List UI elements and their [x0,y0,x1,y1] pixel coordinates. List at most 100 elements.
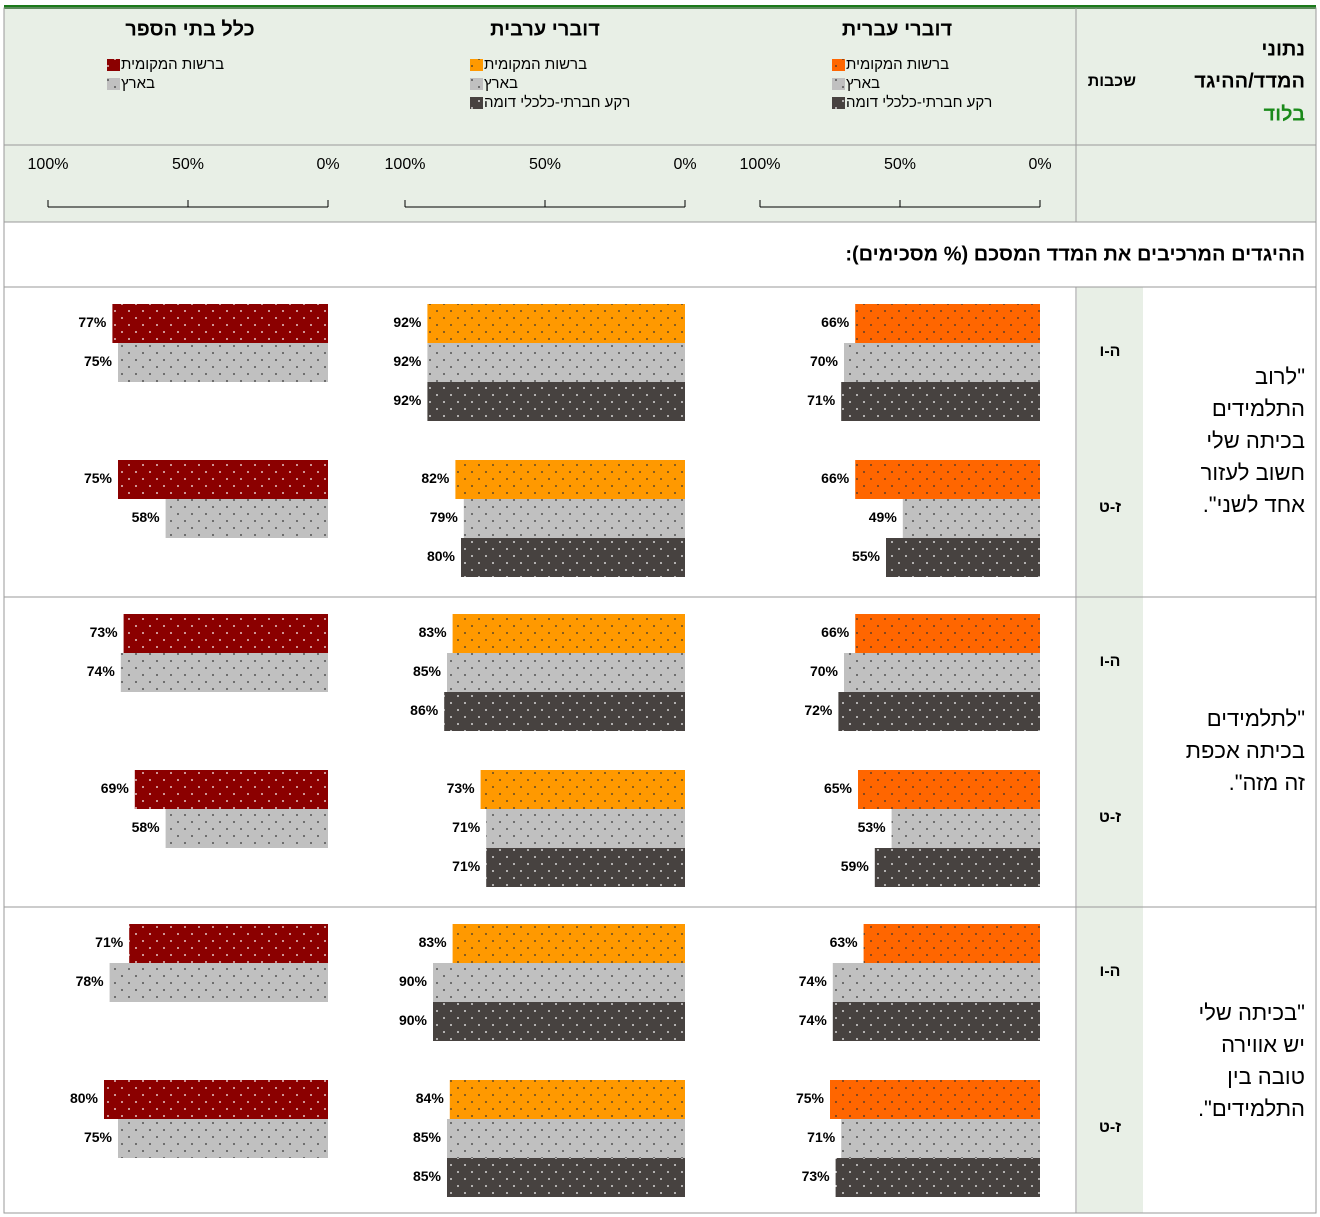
bar [120,653,328,692]
bar [118,343,328,382]
grade-column-background [1077,287,1143,1213]
value-label: 77% [78,314,107,330]
bar [449,1080,685,1119]
bar [104,1080,328,1119]
legend-label: רקע חברתי-כלכלי דומה [484,94,630,111]
legend-swatch [107,78,120,90]
legend-label: ברשות המקומית [846,56,949,73]
value-label: 82% [421,470,450,486]
grade-label: ז-ט [1099,1119,1121,1136]
bar [109,963,328,1002]
value-label: 73% [447,780,476,796]
statement-line: "לתלמידים [1207,706,1305,731]
bar [461,538,685,577]
bar [427,304,685,343]
top-border [4,5,1316,9]
bar [447,653,685,692]
value-label: 71% [452,858,481,874]
value-label: 53% [858,819,887,835]
bar [832,963,1040,1002]
value-label: 71% [452,819,481,835]
bar [444,692,685,731]
legend-swatch [832,78,845,90]
statement-line: התלמידים". [1198,1096,1305,1121]
bar [455,460,685,499]
legend-label: בארץ [484,75,518,92]
bar [902,499,1040,538]
value-label: 66% [821,470,850,486]
value-label: 85% [413,663,442,679]
value-label: 78% [76,973,105,989]
bar [844,343,1040,382]
value-label: 85% [413,1168,442,1184]
bar [863,924,1040,963]
bar [891,809,1040,848]
value-label: 58% [132,509,161,525]
bar [855,304,1040,343]
value-label: 66% [821,314,850,330]
legend-label: בארץ [121,75,155,92]
bar [165,809,328,848]
legend-label: ברשות המקומית [484,56,587,73]
grade-label: ז-ט [1099,499,1121,516]
statement-line: אחד לשני". [1203,492,1305,517]
header-title: בלוד [1263,103,1305,125]
legend-swatch [107,59,120,71]
outer-border [3,7,1317,1214]
statement-line: התלמידים [1212,396,1305,421]
statement-line: בכיתה אכפת [1186,738,1305,763]
tick-label: 100% [385,156,426,173]
value-label: 85% [413,1129,442,1145]
bar [838,692,1040,731]
legend-label: רקע חברתי-כלכלי דומה [846,94,992,111]
grade-label: ה-ו [1100,653,1121,670]
bar [855,460,1040,499]
bar [112,304,329,343]
bar [118,1119,328,1158]
statement-line: "בכיתה שלי [1199,1000,1305,1025]
value-label: 70% [810,663,839,679]
value-label: 79% [430,509,459,525]
value-label: 71% [807,1129,836,1145]
bar [433,963,685,1002]
bar [835,1158,1040,1197]
bar [118,460,328,499]
bar [874,848,1040,887]
grade-label: ז-ט [1099,809,1121,826]
bar [844,653,1040,692]
bar [427,382,685,421]
legend-label: ברשות המקומית [121,56,224,73]
value-label: 72% [804,702,833,718]
value-label: 92% [393,314,422,330]
tick-label: 50% [529,156,561,173]
header-title: נתוני [1261,38,1305,60]
bar [486,848,685,887]
value-label: 70% [810,353,839,369]
value-label: 75% [84,1129,113,1145]
value-label: 74% [799,1012,828,1028]
statement-line: "לרוב [1255,364,1305,389]
value-label: 65% [824,780,853,796]
bar [841,382,1040,421]
bar [830,1080,1040,1119]
statement-line: בכיתה שלי [1206,428,1305,453]
bar [447,1158,685,1197]
bar [452,614,685,653]
statement-line: יש אווירה [1221,1032,1305,1057]
value-label: 73% [802,1168,831,1184]
tick-label: 0% [316,156,339,173]
value-label: 80% [70,1090,99,1106]
value-label: 75% [84,470,113,486]
legend-swatch [470,97,483,109]
layers-label: שכבות [1088,73,1136,90]
bar [452,924,685,963]
value-label: 80% [427,548,456,564]
value-label: 92% [393,353,422,369]
value-label: 83% [419,934,448,950]
value-label: 90% [399,973,428,989]
bar [480,770,685,809]
legend-swatch [832,97,845,109]
bar [433,1002,685,1041]
value-label: 74% [799,973,828,989]
